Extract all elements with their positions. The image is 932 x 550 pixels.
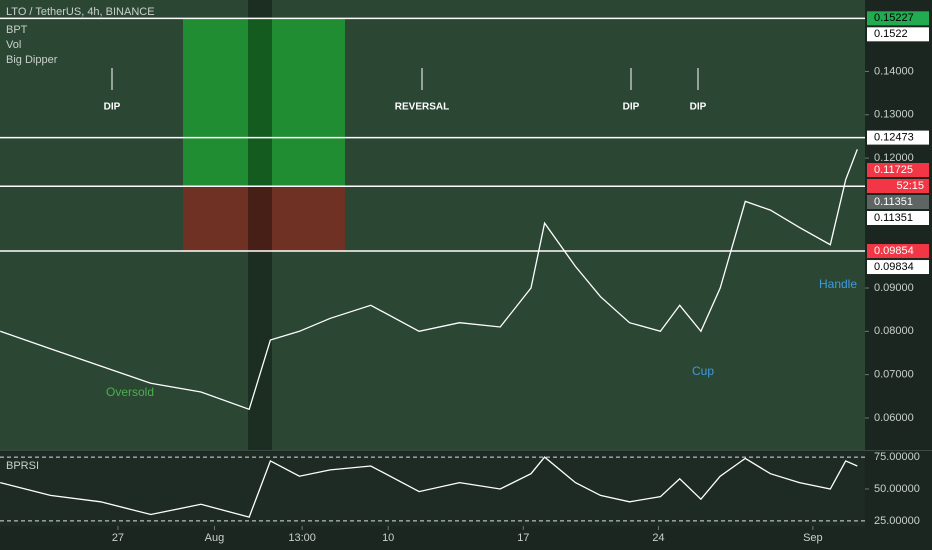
y-tick-label: 0.07000 xyxy=(874,369,914,381)
y-tick-label: 0.14000 xyxy=(874,65,914,77)
annotation: Handle xyxy=(819,277,857,291)
price-line xyxy=(0,456,858,518)
x-tick-label: Sep xyxy=(803,532,823,544)
buy-zone xyxy=(183,18,345,186)
stop-zone xyxy=(183,186,345,252)
price-marker xyxy=(867,210,929,225)
symbol-title: LTO / TetherUS, 4h, BINANCE xyxy=(6,6,155,18)
annotation: Oversold xyxy=(106,385,154,399)
price-axis xyxy=(865,0,932,550)
price-marker-label: 0.12473 xyxy=(874,132,914,144)
countdown-box xyxy=(867,178,929,193)
x-tick-label: Aug xyxy=(205,532,225,544)
price-marker-label: 0.11725 xyxy=(874,164,913,176)
indicator-label: Vol xyxy=(6,39,21,51)
annotation: DIP xyxy=(690,102,707,113)
x-tick-label: 27 xyxy=(112,532,124,544)
countdown: 52:15 xyxy=(896,180,924,192)
y-tick-label: 0.06000 xyxy=(874,412,914,424)
price-marker xyxy=(867,130,929,145)
y-tick-label: 0.12000 xyxy=(874,152,914,164)
x-tick-label: 24 xyxy=(652,532,664,544)
price-marker-label: 0.15227 xyxy=(874,12,914,24)
price-marker xyxy=(867,162,929,177)
highlight-stripe xyxy=(248,0,272,450)
rsi-tick-label: 25.00000 xyxy=(874,515,920,527)
annotation: DIP xyxy=(104,102,121,113)
price-marker xyxy=(867,11,929,26)
x-tick-label: 17 xyxy=(517,532,529,544)
price-marker xyxy=(867,194,929,209)
x-tick-label: 10 xyxy=(382,532,394,544)
x-tick-label: 13:00 xyxy=(288,532,316,544)
y-tick-label: 0.13000 xyxy=(874,109,914,121)
main-pane xyxy=(0,0,865,450)
annotation: DIP xyxy=(623,102,640,113)
indicator-label: BPT xyxy=(6,24,28,36)
price-marker-label: 0.09834 xyxy=(874,261,914,273)
price-marker-label: 0.11351 xyxy=(874,196,913,208)
annotation: REVERSAL xyxy=(395,102,449,113)
rsi-tick-label: 50.00000 xyxy=(874,483,920,495)
price-marker xyxy=(867,260,929,275)
price-marker-label: 0.11351 xyxy=(874,212,913,224)
price-line xyxy=(0,149,858,411)
rsi-tick-label: 75.00000 xyxy=(874,451,920,463)
indicator-label: Big Dipper xyxy=(6,54,58,66)
annotation: Cup xyxy=(692,364,714,378)
price-marker xyxy=(867,27,929,42)
y-tick-label: 0.09000 xyxy=(874,282,914,294)
rsi-title: BPRSI xyxy=(6,460,39,472)
y-tick-label: 0.08000 xyxy=(874,325,914,337)
price-marker xyxy=(867,244,929,259)
price-marker-label: 0.1522 xyxy=(874,28,908,40)
price-marker-label: 0.09854 xyxy=(874,245,914,257)
